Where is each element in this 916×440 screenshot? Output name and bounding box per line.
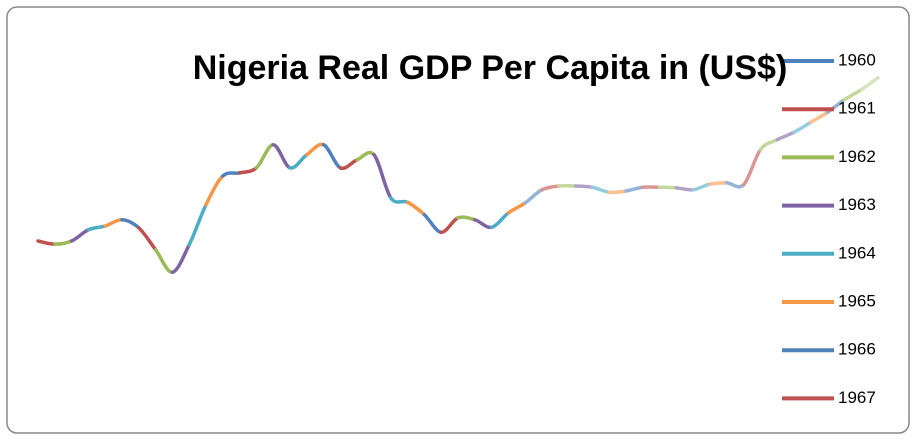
legend-label: 1965: [838, 291, 876, 310]
line-segment: [708, 181, 729, 186]
line-segment: [372, 153, 393, 200]
legend-label: 1960: [838, 50, 876, 69]
line-segment: [120, 218, 141, 230]
legend-label: 1961: [838, 99, 876, 118]
legend-label: 1964: [838, 243, 876, 262]
line-segment: [859, 76, 880, 92]
chart-border: [6, 6, 910, 434]
line-segment: [355, 150, 376, 162]
line-segment: [657, 185, 679, 190]
legend-label: 1967: [838, 388, 876, 407]
line-segment: [170, 243, 191, 274]
line-segment: [288, 153, 309, 170]
line-segment: [137, 226, 158, 252]
legend-label: 1963: [838, 195, 876, 214]
line-segment: [741, 148, 763, 187]
line-segment: [187, 203, 208, 247]
line-segment: [674, 186, 695, 192]
line-segment: [321, 143, 343, 170]
line-segment: [573, 184, 595, 189]
legend-label: 1966: [838, 340, 876, 359]
line-segment: [204, 174, 225, 207]
line-segment: [607, 189, 628, 195]
line-segment: [405, 200, 427, 217]
chart-title: Nigeria Real GDP Per Capita in (US$): [192, 49, 788, 87]
line-segment: [489, 211, 511, 229]
legend-label: 1962: [838, 147, 876, 166]
